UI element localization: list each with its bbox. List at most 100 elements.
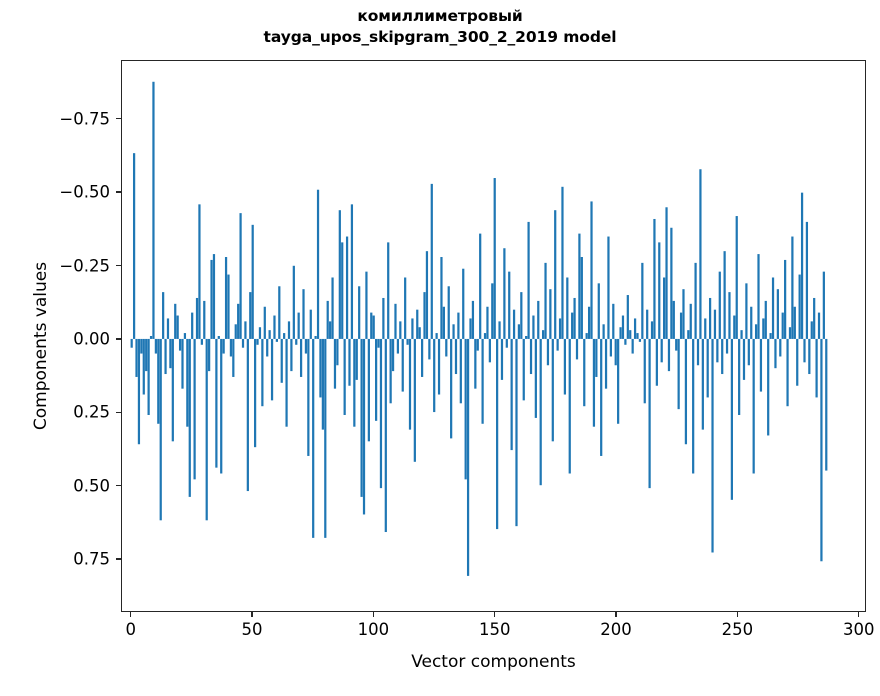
bar <box>583 338 586 407</box>
bar <box>696 338 700 366</box>
y-tick-mark <box>116 118 121 120</box>
bar <box>728 292 731 339</box>
bar <box>747 338 750 366</box>
bar <box>401 338 404 392</box>
bar <box>532 315 535 339</box>
bar <box>445 338 448 357</box>
bar <box>329 321 332 339</box>
bar <box>525 336 528 339</box>
bar <box>232 338 235 377</box>
bar <box>701 338 704 430</box>
bar <box>733 315 736 339</box>
x-tick-mark <box>372 612 375 617</box>
y-tick-mark <box>116 485 121 487</box>
bar <box>689 303 692 339</box>
bar <box>621 315 625 339</box>
bar <box>602 324 605 339</box>
bar <box>578 233 581 339</box>
x-tick-mark <box>615 612 617 617</box>
bar <box>188 338 191 497</box>
bar <box>203 300 206 339</box>
y-tick-mark <box>116 338 121 340</box>
bar <box>796 338 799 386</box>
bar <box>633 318 637 339</box>
bar <box>508 271 511 339</box>
bar <box>600 338 603 456</box>
bar <box>253 338 257 448</box>
bar <box>730 338 733 500</box>
bar <box>471 300 475 339</box>
bar <box>224 257 228 339</box>
bar <box>590 201 593 339</box>
y-tick-mark <box>116 191 121 193</box>
bar <box>166 318 170 339</box>
bar <box>571 312 574 339</box>
bar <box>258 327 262 339</box>
bar <box>776 289 779 339</box>
figure-title: комиллиметровый tayga_upos_skipgram_300_… <box>0 6 880 48</box>
y-tick-label: −0.50 <box>59 182 110 202</box>
bar <box>541 330 545 339</box>
bar <box>292 265 295 339</box>
bar <box>808 338 811 375</box>
bar <box>745 283 748 339</box>
bar <box>377 338 380 348</box>
bar <box>706 338 709 398</box>
bar <box>208 338 211 372</box>
bar <box>362 338 366 515</box>
bar <box>648 338 651 489</box>
figure-title-line-2: tayga_upos_skipgram_300_2_2019 model <box>263 28 617 46</box>
bar <box>249 292 252 339</box>
bar <box>312 338 315 538</box>
bar <box>353 338 356 427</box>
bar <box>496 338 499 530</box>
bar <box>343 338 346 415</box>
x-tick-label: 300 <box>842 620 875 639</box>
bar <box>631 338 634 354</box>
bar <box>515 338 518 527</box>
bar <box>391 338 395 372</box>
bar <box>607 236 610 339</box>
bar <box>803 338 806 363</box>
bar <box>435 333 438 339</box>
bar <box>191 312 194 339</box>
bar <box>658 242 661 339</box>
bar <box>326 300 329 339</box>
bar <box>660 338 663 363</box>
bar <box>418 327 421 339</box>
bar <box>338 210 341 339</box>
bar <box>825 338 828 471</box>
bar <box>679 312 683 339</box>
bar <box>786 338 789 407</box>
bar <box>237 303 240 339</box>
bar-group <box>130 81 828 576</box>
bar <box>614 338 617 366</box>
bar <box>433 338 436 413</box>
bar <box>176 315 179 339</box>
x-tick-mark <box>251 612 253 617</box>
bar <box>522 338 525 401</box>
bar <box>517 324 521 339</box>
bar <box>358 286 361 339</box>
bar <box>500 338 504 380</box>
bar <box>299 338 303 377</box>
bar <box>800 192 804 339</box>
bar <box>183 333 187 339</box>
bar <box>222 338 225 354</box>
bar <box>244 321 247 339</box>
bar <box>278 286 281 339</box>
bar <box>263 306 266 339</box>
bar <box>442 306 446 339</box>
bar <box>757 254 760 339</box>
bar <box>140 338 143 354</box>
bar <box>798 274 801 339</box>
bar <box>754 324 758 339</box>
bar <box>822 271 825 339</box>
bar <box>687 330 690 339</box>
bar <box>488 338 491 363</box>
x-tick-label: 50 <box>241 620 263 639</box>
bar <box>437 338 441 395</box>
bar <box>246 338 249 492</box>
bar <box>350 204 354 339</box>
bar <box>205 338 208 521</box>
